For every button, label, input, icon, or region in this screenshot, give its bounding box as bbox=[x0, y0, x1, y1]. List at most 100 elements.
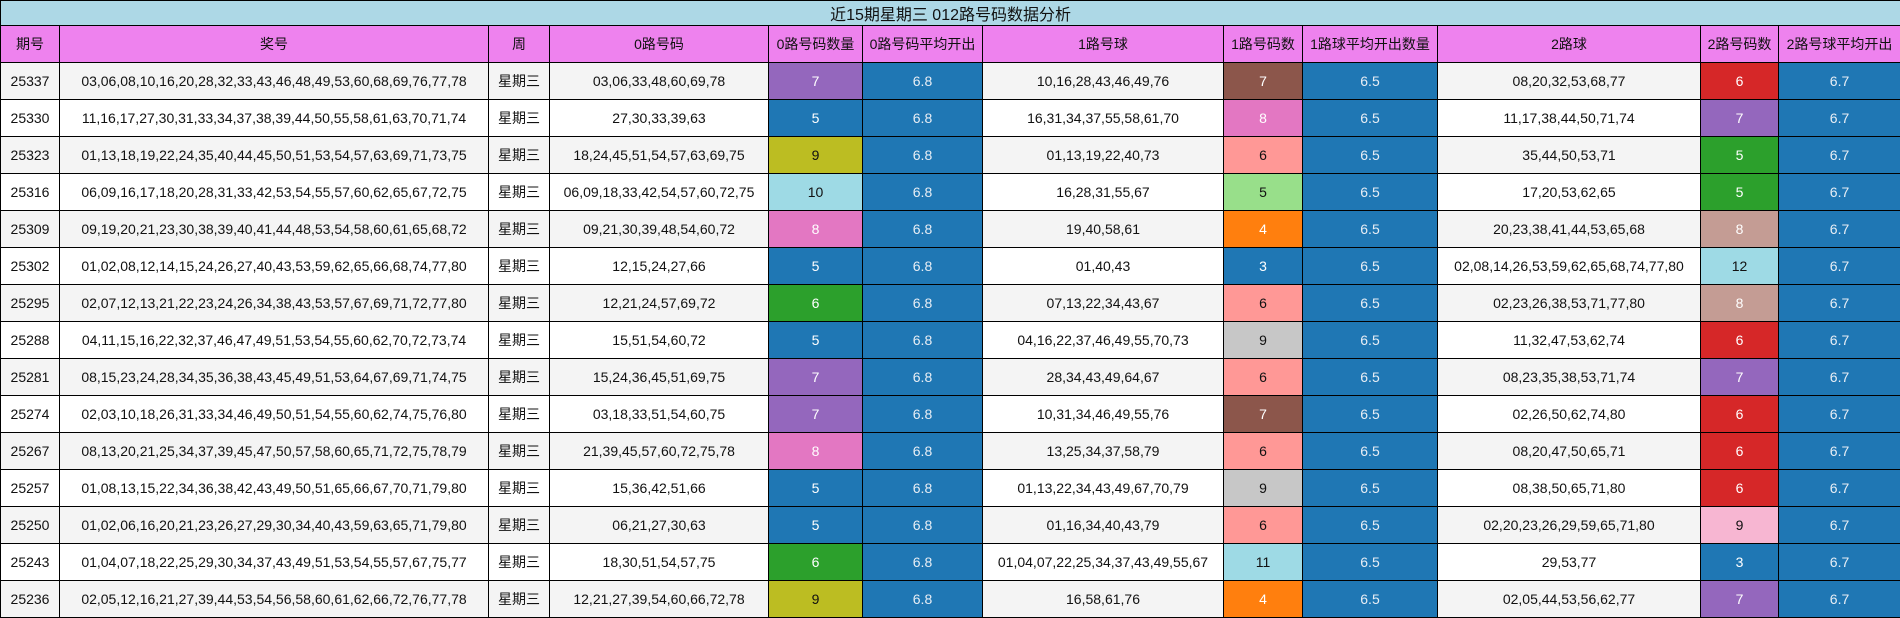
route1-numbers-cell: 01,16,34,40,43,79 bbox=[983, 507, 1224, 544]
route2-numbers-cell: 08,23,35,38,53,71,74 bbox=[1438, 359, 1701, 396]
route2-count-cell: 6 bbox=[1701, 396, 1779, 433]
route1-count-cell: 9 bbox=[1224, 470, 1303, 507]
weekday-cell: 星期三 bbox=[489, 248, 550, 285]
route2-numbers-cell: 17,20,53,62,65 bbox=[1438, 174, 1701, 211]
numbers-cell: 01,13,18,19,22,24,35,40,44,45,50,51,53,5… bbox=[60, 137, 489, 174]
route0-avg-cell: 6.8 bbox=[863, 63, 983, 100]
route0-count-cell: 5 bbox=[769, 507, 863, 544]
route1-avg-cell: 6.5 bbox=[1303, 211, 1438, 248]
route2-avg-cell: 6.7 bbox=[1779, 581, 1900, 618]
route0-count-cell: 9 bbox=[769, 581, 863, 618]
route1-numbers-cell: 01,04,07,22,25,34,37,43,49,55,67 bbox=[983, 544, 1224, 581]
route2-numbers-cell: 20,23,38,41,44,53,65,68 bbox=[1438, 211, 1701, 248]
table-title: 近15期星期三 012路号码数据分析 bbox=[1, 1, 1900, 26]
route0-avg-cell: 6.8 bbox=[863, 137, 983, 174]
issue-cell: 25250 bbox=[1, 507, 60, 544]
numbers-cell: 08,15,23,24,28,34,35,36,38,43,45,49,51,5… bbox=[60, 359, 489, 396]
col-header-route1-avg: 1路球平均开出数量 bbox=[1303, 26, 1438, 63]
route0-avg-cell: 6.8 bbox=[863, 211, 983, 248]
route1-count-cell: 9 bbox=[1224, 322, 1303, 359]
route2-avg-cell: 6.7 bbox=[1779, 248, 1900, 285]
route0-numbers-cell: 03,18,33,51,54,60,75 bbox=[550, 396, 769, 433]
route1-count-cell: 7 bbox=[1224, 63, 1303, 100]
numbers-cell: 03,06,08,10,16,20,28,32,33,43,46,48,49,5… bbox=[60, 63, 489, 100]
route2-count-cell: 7 bbox=[1701, 359, 1779, 396]
route0-avg-cell: 6.8 bbox=[863, 433, 983, 470]
route0-numbers-cell: 12,21,24,57,69,72 bbox=[550, 285, 769, 322]
route1-avg-cell: 6.5 bbox=[1303, 470, 1438, 507]
header-row: 期号 奖号 周 0路号码 0路号码数量 0路号码平均开出 1路号球 1路号码数 … bbox=[1, 26, 1900, 63]
route2-count-cell: 5 bbox=[1701, 137, 1779, 174]
route1-numbers-cell: 16,28,31,55,67 bbox=[983, 174, 1224, 211]
route1-avg-cell: 6.5 bbox=[1303, 137, 1438, 174]
route0-numbers-cell: 03,06,33,48,60,69,78 bbox=[550, 63, 769, 100]
col-header-numbers: 奖号 bbox=[60, 26, 489, 63]
issue-cell: 25267 bbox=[1, 433, 60, 470]
route1-numbers-cell: 28,34,43,49,64,67 bbox=[983, 359, 1224, 396]
route2-avg-cell: 6.7 bbox=[1779, 211, 1900, 248]
route0-numbers-cell: 06,09,18,33,42,54,57,60,72,75 bbox=[550, 174, 769, 211]
route2-numbers-cell: 11,32,47,53,62,74 bbox=[1438, 322, 1701, 359]
route0-numbers-cell: 15,51,54,60,72 bbox=[550, 322, 769, 359]
route0-avg-cell: 6.8 bbox=[863, 470, 983, 507]
route0-avg-cell: 6.8 bbox=[863, 285, 983, 322]
weekday-cell: 星期三 bbox=[489, 507, 550, 544]
numbers-cell: 04,11,15,16,22,32,37,46,47,49,51,53,54,5… bbox=[60, 322, 489, 359]
route1-numbers-cell: 10,16,28,43,46,49,76 bbox=[983, 63, 1224, 100]
issue-cell: 25288 bbox=[1, 322, 60, 359]
route0-count-cell: 7 bbox=[769, 359, 863, 396]
route1-numbers-cell: 13,25,34,37,58,79 bbox=[983, 433, 1224, 470]
route0-numbers-cell: 18,30,51,54,57,75 bbox=[550, 544, 769, 581]
weekday-cell: 星期三 bbox=[489, 100, 550, 137]
route0-count-cell: 8 bbox=[769, 211, 863, 248]
col-header-route1-count: 1路号码数 bbox=[1224, 26, 1303, 63]
route1-count-cell: 4 bbox=[1224, 211, 1303, 248]
title-row: 近15期星期三 012路号码数据分析 bbox=[1, 1, 1900, 26]
route1-numbers-cell: 16,31,34,37,55,58,61,70 bbox=[983, 100, 1224, 137]
route1-numbers-cell: 10,31,34,46,49,55,76 bbox=[983, 396, 1224, 433]
numbers-cell: 06,09,16,17,18,20,28,31,33,42,53,54,55,5… bbox=[60, 174, 489, 211]
route1-avg-cell: 6.5 bbox=[1303, 100, 1438, 137]
route1-avg-cell: 6.5 bbox=[1303, 507, 1438, 544]
numbers-cell: 01,02,08,12,14,15,24,26,27,40,43,53,59,6… bbox=[60, 248, 489, 285]
weekday-cell: 星期三 bbox=[489, 174, 550, 211]
route1-avg-cell: 6.5 bbox=[1303, 174, 1438, 211]
route2-count-cell: 8 bbox=[1701, 211, 1779, 248]
route0-avg-cell: 6.8 bbox=[863, 248, 983, 285]
route2-count-cell: 6 bbox=[1701, 322, 1779, 359]
weekday-cell: 星期三 bbox=[489, 396, 550, 433]
issue-cell: 25323 bbox=[1, 137, 60, 174]
route0-avg-cell: 6.8 bbox=[863, 322, 983, 359]
route1-avg-cell: 6.5 bbox=[1303, 396, 1438, 433]
route2-numbers-cell: 02,26,50,62,74,80 bbox=[1438, 396, 1701, 433]
route0-count-cell: 7 bbox=[769, 63, 863, 100]
route0-count-cell: 5 bbox=[769, 248, 863, 285]
route1-avg-cell: 6.5 bbox=[1303, 359, 1438, 396]
route0-count-cell: 6 bbox=[769, 544, 863, 581]
route2-avg-cell: 6.7 bbox=[1779, 137, 1900, 174]
weekday-cell: 星期三 bbox=[489, 322, 550, 359]
route2-avg-cell: 6.7 bbox=[1779, 174, 1900, 211]
route0-count-cell: 7 bbox=[769, 396, 863, 433]
route2-count-cell: 7 bbox=[1701, 100, 1779, 137]
route2-numbers-cell: 02,05,44,53,56,62,77 bbox=[1438, 581, 1701, 618]
col-header-weekday: 周 bbox=[489, 26, 550, 63]
route0-numbers-cell: 12,21,27,39,54,60,66,72,78 bbox=[550, 581, 769, 618]
route1-avg-cell: 6.5 bbox=[1303, 433, 1438, 470]
numbers-cell: 02,07,12,13,21,22,23,24,26,34,38,43,53,5… bbox=[60, 285, 489, 322]
route1-numbers-cell: 01,13,19,22,40,73 bbox=[983, 137, 1224, 174]
issue-cell: 25236 bbox=[1, 581, 60, 618]
route2-count-cell: 12 bbox=[1701, 248, 1779, 285]
numbers-cell: 09,19,20,21,23,30,38,39,40,41,44,48,53,5… bbox=[60, 211, 489, 248]
route0-count-cell: 10 bbox=[769, 174, 863, 211]
route2-avg-cell: 6.7 bbox=[1779, 470, 1900, 507]
